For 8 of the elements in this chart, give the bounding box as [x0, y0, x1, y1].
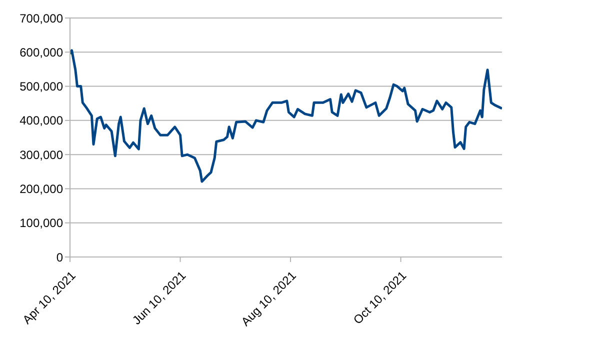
y-tick-label: 0: [56, 250, 64, 264]
y-tick-label: 200,000: [20, 182, 64, 196]
y-tick-label: 300,000: [20, 148, 64, 162]
y-tick-label: 700,000: [20, 11, 64, 26]
y-tick-label: 600,000: [20, 45, 64, 60]
y-tick-label: 500,000: [20, 80, 64, 94]
y-tick-label: 100,000: [20, 216, 64, 230]
y-tick-label: 400,000: [20, 114, 64, 128]
